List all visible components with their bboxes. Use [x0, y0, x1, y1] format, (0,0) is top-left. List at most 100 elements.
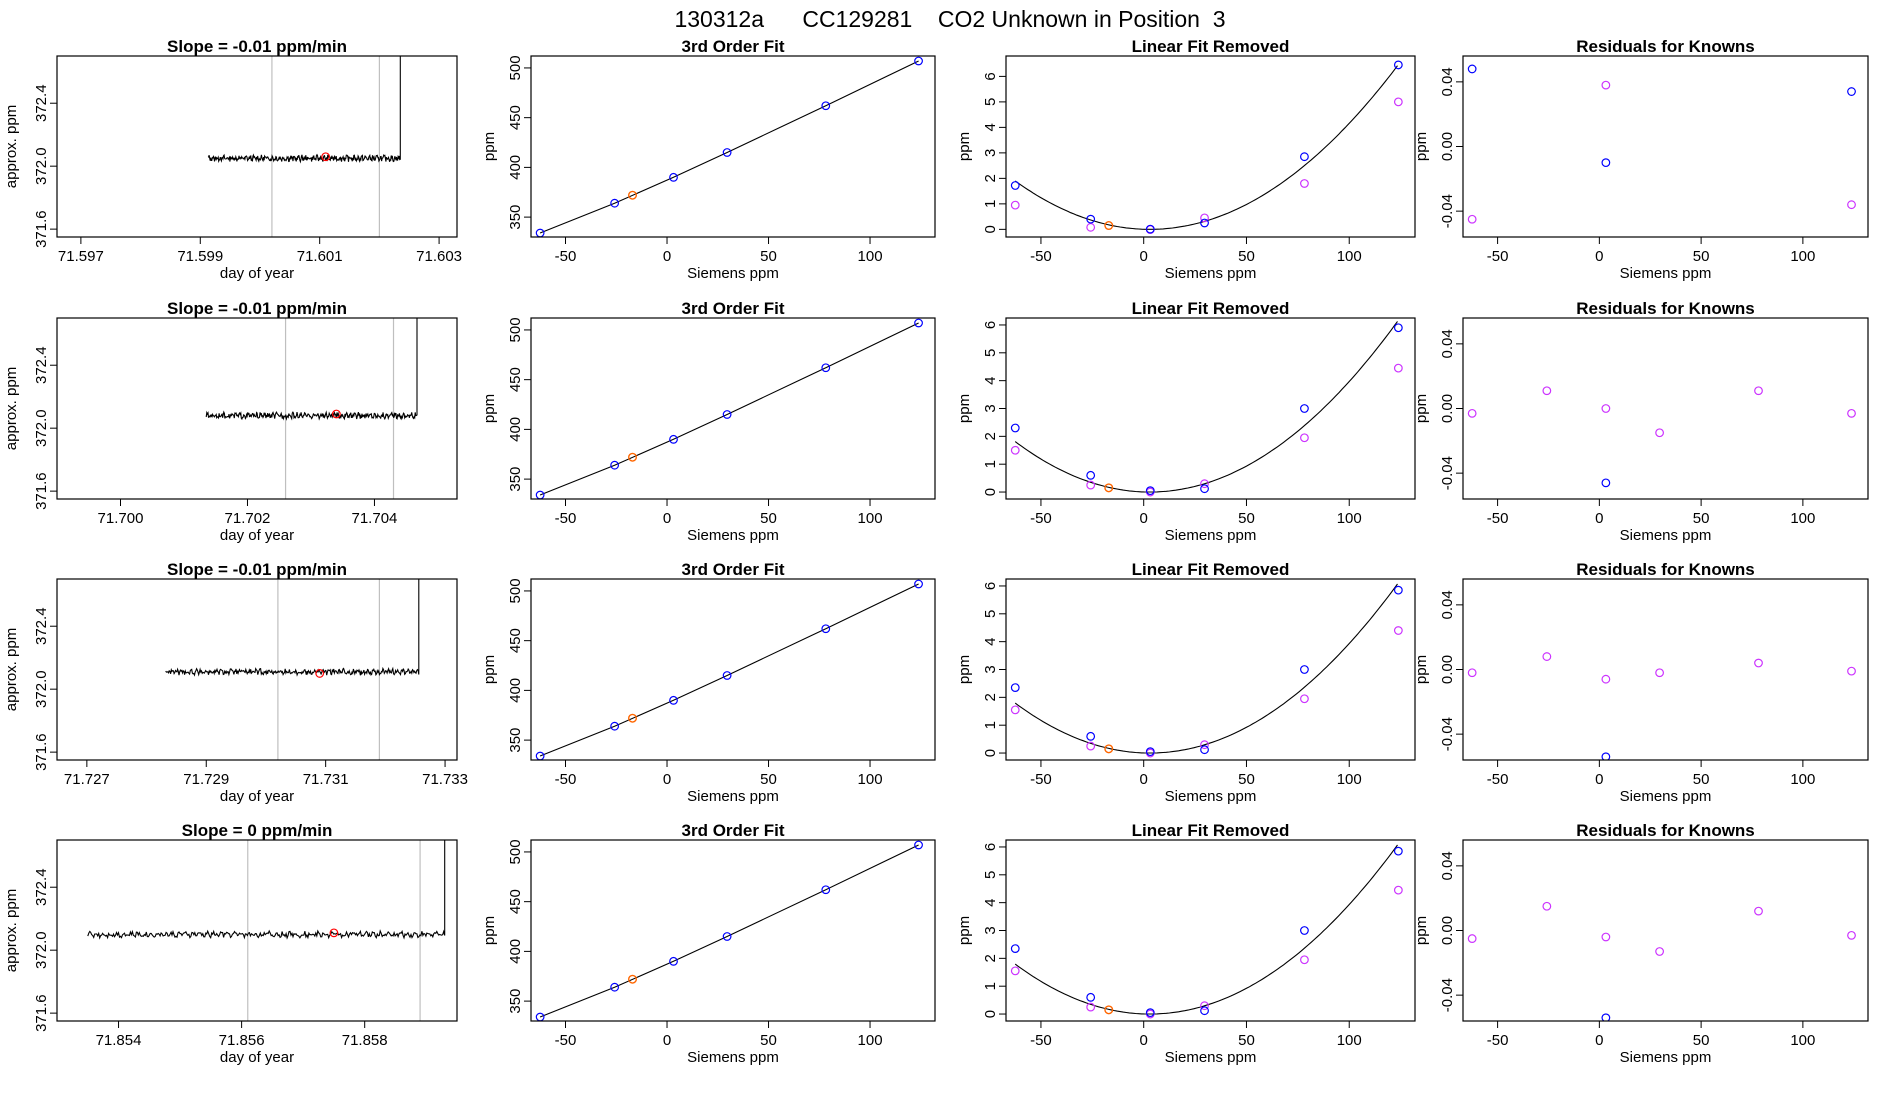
x-tick-label: 71.704 — [352, 510, 398, 527]
x-tick-label: -50 — [555, 510, 577, 527]
panel-r3c1: Slope = -0.01 ppm/min 71.727 71.729 71.731 7… — [3, 560, 468, 805]
y-tick-label: 372.4 — [33, 607, 50, 645]
y-tick-label: 372.4 — [33, 346, 50, 384]
x-tick-label: 50 — [1238, 1032, 1255, 1049]
page-title: 130312a CC129281 CO2 Unknown in Position… — [674, 6, 1226, 32]
fit-known-point — [1200, 484, 1209, 494]
y-tick-label: 3 — [982, 404, 999, 412]
raw-known-point — [1086, 222, 1096, 232]
mean-point — [321, 152, 331, 162]
fit-known-point — [1010, 423, 1020, 433]
known-point — [669, 172, 678, 182]
x-tick-label: 50 — [1238, 510, 1255, 527]
plot-area — [535, 318, 923, 499]
raw-known-point — [1393, 363, 1403, 373]
known-point — [610, 721, 620, 731]
fit-known-point — [1300, 404, 1309, 413]
plot-frame — [1005, 317, 1416, 500]
y-tick-label: 371.6 — [33, 210, 50, 248]
x-tick-label: 50 — [1693, 510, 1710, 527]
panel-title: Slope = 0 ppm/min — [182, 821, 333, 840]
residual-point-raw — [1542, 901, 1552, 911]
y-tick-label: 500 — [507, 839, 524, 864]
y-tick-label: 371.6 — [33, 994, 50, 1032]
y-tick-label: 1 — [982, 200, 999, 208]
data-trace-line — [205, 318, 418, 421]
y-tick-label: 0.04 — [1439, 851, 1456, 880]
y-tick-label: 1 — [982, 460, 999, 468]
x-tick-label: 50 — [1238, 771, 1255, 788]
y-tick-label: 0.04 — [1439, 329, 1456, 358]
x-tick-label: -50 — [1030, 510, 1052, 527]
panel-title: 3rd Order Fit — [682, 299, 785, 318]
y-tick-label: 371.6 — [33, 733, 50, 771]
panel-title: Linear Fit Removed — [1132, 560, 1290, 579]
panel-r4c4: Residuals for Knowns -50 0 50 100 -0.04 0.00 0.… — [1413, 821, 1869, 1066]
fit-known-point — [1300, 926, 1309, 935]
x-tick-label: 71.601 — [297, 248, 343, 265]
raw-known-point — [1010, 445, 1020, 455]
x-tick-label: 100 — [858, 1032, 883, 1049]
fit-known-point — [1200, 1006, 1209, 1016]
plot-frame — [530, 839, 936, 1022]
x-tick-label: 71.599 — [177, 248, 223, 265]
fit-line — [539, 322, 919, 496]
panel-r2c4: Residuals for Knowns -50 0 50 100 -0.04 0.00 0.… — [1413, 299, 1869, 544]
panel-title: Residuals for Knowns — [1576, 560, 1755, 579]
fit-known-point — [1200, 745, 1209, 755]
x-tick-label: 71.727 — [64, 771, 110, 788]
y-tick-label: 450 — [507, 367, 524, 392]
raw-known-point — [1300, 955, 1309, 965]
x-tick-label: 0 — [1140, 771, 1148, 788]
y-tick-label: 400 — [507, 417, 524, 442]
y-axis-label: ppm — [481, 916, 498, 945]
x-axis-label: Siemens ppm — [1165, 265, 1257, 282]
data-trace-line — [165, 579, 420, 677]
plot-frame — [530, 55, 936, 238]
y-tick-label: 0.00 — [1439, 394, 1456, 423]
plot-frame — [56, 578, 458, 761]
residual-point-raw — [1542, 386, 1552, 396]
x-tick-label: 50 — [1238, 248, 1255, 265]
x-tick-label: 0 — [1595, 248, 1603, 265]
plot-frame — [1462, 839, 1869, 1022]
y-tick-label: 3 — [982, 149, 999, 157]
raw-known-point — [1393, 97, 1403, 107]
residual-point-raw — [1655, 947, 1664, 956]
data-trace-line — [87, 840, 446, 940]
x-tick-label: 100 — [858, 510, 883, 527]
y-tick-label: 0.00 — [1439, 916, 1456, 945]
y-tick-label: 372.4 — [33, 84, 50, 122]
plot-area — [1467, 901, 1856, 1021]
panel-r3c3: Linear Fit Removed -50 0 50 100 0 1 2 3 4 5 6 Siemen… — [956, 560, 1416, 805]
y-tick-label: 371.6 — [33, 472, 50, 510]
x-tick-label: 71.731 — [303, 771, 349, 788]
residual-point-raw — [1467, 408, 1477, 418]
panel-title: Slope = -0.01 ppm/min — [167, 299, 347, 318]
y-tick-label: 2 — [982, 174, 999, 182]
plot-frame — [56, 55, 458, 238]
x-axis-label: day of year — [220, 788, 294, 805]
x-tick-label: 71.597 — [58, 248, 104, 265]
residual-point-raw — [1601, 674, 1611, 684]
x-tick-label: 71.729 — [183, 771, 229, 788]
y-tick-label: 6 — [982, 582, 999, 590]
x-axis-label: Siemens ppm — [687, 527, 779, 544]
unknown-point — [628, 713, 638, 723]
x-tick-label: 0 — [663, 248, 671, 265]
y-tick-label: 0 — [982, 1010, 999, 1018]
y-tick-label: 6 — [982, 843, 999, 851]
raw-known-point — [1200, 740, 1209, 750]
residual-point-fit — [1601, 752, 1611, 760]
x-tick-label: -50 — [1030, 1032, 1052, 1049]
fit-line — [539, 583, 919, 757]
x-tick-label: 100 — [1337, 510, 1362, 527]
unknown-point — [628, 974, 638, 984]
y-tick-label: 0 — [982, 225, 999, 233]
x-tick-label: 0 — [1595, 1032, 1603, 1049]
plot-area — [535, 840, 923, 1021]
known-point — [821, 101, 831, 111]
known-point — [821, 624, 831, 634]
y-axis-label: ppm — [956, 916, 973, 945]
